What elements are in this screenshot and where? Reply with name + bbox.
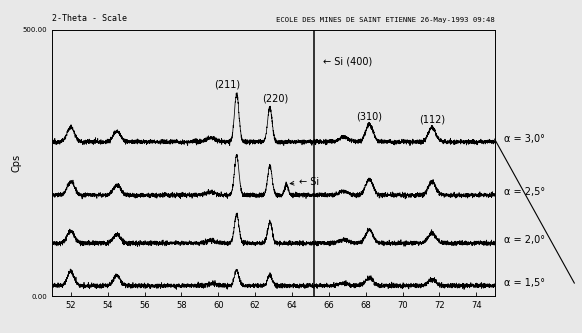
Text: α = 2,5°: α = 2,5° — [503, 187, 545, 197]
Text: ← Si (400): ← Si (400) — [324, 57, 372, 67]
Text: (310): (310) — [356, 112, 382, 122]
Text: ECOLE DES MINES DE SAINT ETIENNE 26-May-1993 09:48: ECOLE DES MINES DE SAINT ETIENNE 26-May-… — [276, 17, 495, 23]
Text: (112): (112) — [419, 115, 445, 125]
Y-axis label: Cps: Cps — [12, 154, 22, 172]
Text: (220): (220) — [262, 93, 289, 103]
Text: ← Si: ← Si — [290, 177, 320, 187]
Text: α = 1,5°: α = 1,5° — [503, 278, 545, 288]
Text: (211): (211) — [214, 80, 240, 90]
Text: α = 2,0°: α = 2,0° — [503, 235, 545, 245]
Text: α = 3,0°: α = 3,0° — [503, 134, 544, 144]
Text: 2-Theta - Scale: 2-Theta - Scale — [52, 14, 127, 23]
